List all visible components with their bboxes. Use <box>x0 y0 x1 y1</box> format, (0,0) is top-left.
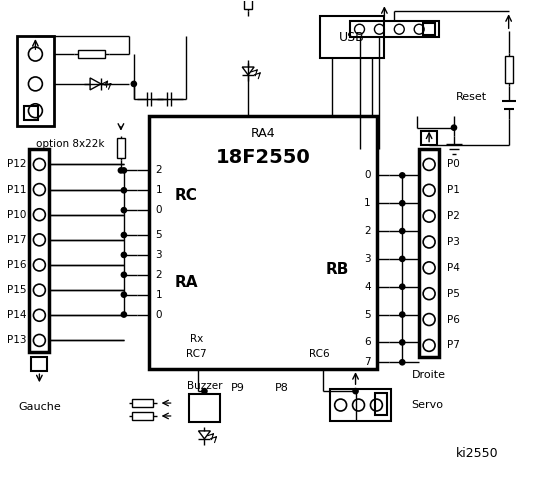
Text: 1: 1 <box>364 198 371 208</box>
Text: 0: 0 <box>155 310 162 320</box>
Text: P1: P1 <box>446 185 460 195</box>
Bar <box>505 56 513 83</box>
Circle shape <box>400 256 405 262</box>
Text: Droite: Droite <box>412 370 446 380</box>
Bar <box>149 116 377 369</box>
Bar <box>17 36 54 126</box>
Text: RC: RC <box>175 188 198 203</box>
Text: 18F2550: 18F2550 <box>216 148 310 167</box>
Bar <box>320 16 384 58</box>
Circle shape <box>400 312 405 317</box>
Text: 7: 7 <box>364 357 371 367</box>
Text: P3: P3 <box>446 237 460 247</box>
Text: USB: USB <box>339 31 365 44</box>
Text: RB: RB <box>326 263 349 277</box>
Text: Buzzer: Buzzer <box>187 381 222 391</box>
Text: 6: 6 <box>364 337 371 348</box>
Bar <box>79 50 105 58</box>
Text: P2: P2 <box>446 211 460 221</box>
Circle shape <box>202 389 207 394</box>
Text: 2: 2 <box>155 166 162 175</box>
Text: P7: P7 <box>446 340 460 350</box>
Bar <box>421 131 437 144</box>
Circle shape <box>400 340 405 345</box>
Circle shape <box>122 168 127 173</box>
Circle shape <box>353 389 358 394</box>
Circle shape <box>400 228 405 234</box>
Circle shape <box>122 252 127 257</box>
Bar <box>29 148 49 352</box>
Text: 0: 0 <box>155 205 162 215</box>
Circle shape <box>400 173 405 178</box>
Bar <box>32 357 48 371</box>
Circle shape <box>122 272 127 277</box>
Text: 4: 4 <box>364 282 371 292</box>
Bar <box>24 106 38 120</box>
Circle shape <box>122 188 127 193</box>
Bar <box>117 138 125 158</box>
Text: P16: P16 <box>7 260 26 270</box>
Text: 2: 2 <box>364 226 371 236</box>
Text: 1: 1 <box>155 185 162 195</box>
Circle shape <box>400 284 405 289</box>
Text: P0: P0 <box>447 159 460 169</box>
Text: option 8x22k: option 8x22k <box>36 139 105 149</box>
Text: Servo: Servo <box>411 400 443 410</box>
Text: P5: P5 <box>446 288 460 299</box>
Text: P15: P15 <box>7 285 26 295</box>
Circle shape <box>400 201 405 206</box>
Text: 3: 3 <box>155 250 162 260</box>
Circle shape <box>132 82 137 86</box>
Text: P13: P13 <box>7 336 26 346</box>
Text: 1: 1 <box>155 290 162 300</box>
Circle shape <box>122 312 127 317</box>
Circle shape <box>118 168 123 173</box>
Circle shape <box>122 292 127 297</box>
Text: 2: 2 <box>155 270 162 280</box>
Bar <box>132 412 153 420</box>
Text: RA4: RA4 <box>251 127 275 140</box>
Bar <box>349 21 439 37</box>
Circle shape <box>451 125 456 130</box>
Text: RC7: RC7 <box>186 349 207 360</box>
Text: P12: P12 <box>7 159 26 169</box>
Bar <box>419 148 439 357</box>
Bar <box>244 0 252 9</box>
Text: Rx: Rx <box>190 335 203 345</box>
Circle shape <box>400 360 405 365</box>
Text: 3: 3 <box>364 254 371 264</box>
Text: RC6: RC6 <box>310 349 330 360</box>
Bar <box>330 389 392 421</box>
Text: RA: RA <box>175 275 199 290</box>
Text: P8: P8 <box>275 383 289 393</box>
Circle shape <box>122 232 127 238</box>
Text: ki2550: ki2550 <box>456 447 499 460</box>
Text: 0: 0 <box>364 170 371 180</box>
Text: P14: P14 <box>7 310 26 320</box>
Text: P10: P10 <box>7 210 26 220</box>
Text: Reset: Reset <box>456 92 487 102</box>
Bar <box>132 399 153 407</box>
Bar <box>189 394 220 422</box>
Text: P17: P17 <box>7 235 26 245</box>
Text: P11: P11 <box>7 185 26 194</box>
Text: 5: 5 <box>364 310 371 320</box>
Circle shape <box>122 208 127 213</box>
Text: P6: P6 <box>446 314 460 324</box>
Bar <box>423 23 435 35</box>
Text: P4: P4 <box>446 263 460 273</box>
Bar <box>375 393 387 415</box>
Text: 5: 5 <box>155 230 162 240</box>
Text: P9: P9 <box>231 383 245 393</box>
Text: Gauche: Gauche <box>18 402 61 412</box>
